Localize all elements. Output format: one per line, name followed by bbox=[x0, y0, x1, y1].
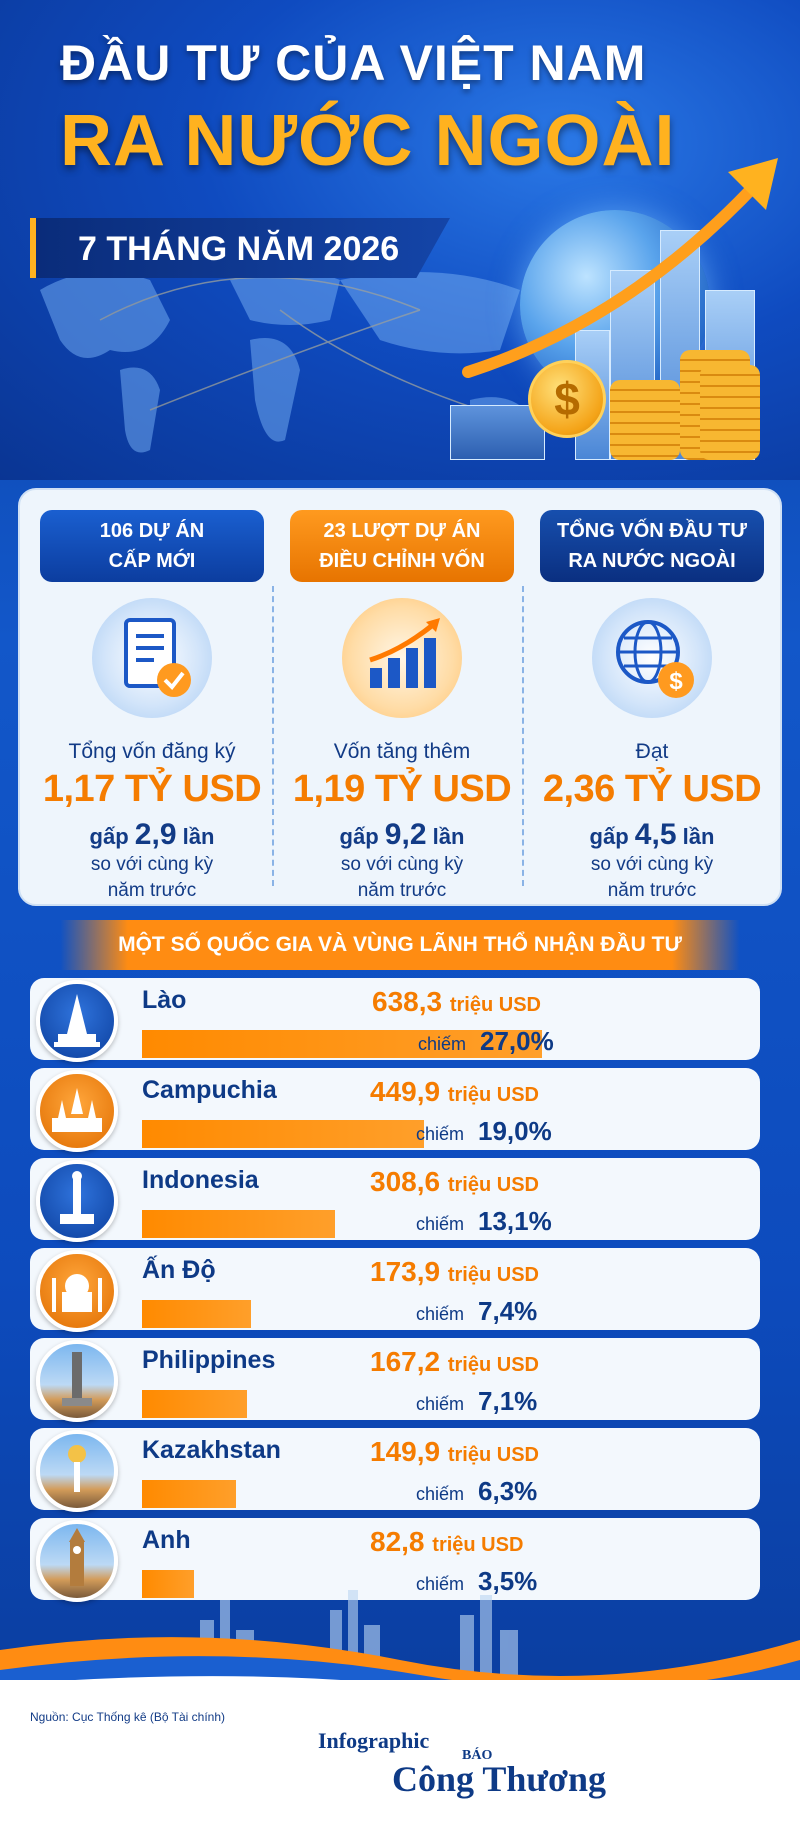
coin-stack-icon bbox=[700, 365, 760, 460]
period-label: 7 THÁNG NĂM 2026 bbox=[78, 230, 400, 268]
summary-multiplier: gấp 4,5 lần bbox=[589, 818, 715, 851]
source-note: Nguồn: Cục Thống kê (Bộ Tài chính) bbox=[30, 1710, 225, 1724]
investment-bar bbox=[142, 1390, 247, 1418]
summary-total-investment: TỔNG VỐN ĐẦU TƯ RA NƯỚC NGOÀI $ Đạt 2,36… bbox=[532, 502, 772, 901]
investment-bar bbox=[142, 1570, 194, 1598]
investment-share: chiếm 3,5% bbox=[416, 1566, 538, 1596]
country-row: Kazakhstan 149,9 triệu USD chiếm 6,3% bbox=[30, 1428, 760, 1512]
country-row: Philippines 167,2 triệu USD chiếm 7,1% bbox=[30, 1338, 760, 1422]
footer bbox=[0, 1680, 800, 1824]
investment-bar bbox=[142, 1300, 251, 1328]
summary-new-projects: 106 DỰ ÁN CẤP MỚI Tổng vốn đăng ký 1,17 … bbox=[32, 502, 272, 901]
investment-amount: 82,8 triệu USD bbox=[370, 1526, 524, 1557]
country-name: Kazakhstan bbox=[142, 1436, 281, 1464]
country-row: Indonesia 308,6 triệu USD chiếm 13,1% bbox=[30, 1158, 760, 1242]
title-line-2: RA NƯỚC NGOÀI bbox=[60, 101, 676, 181]
summary-panel: 106 DỰ ÁN CẤP MỚI Tổng vốn đăng ký 1,17 … bbox=[18, 488, 782, 906]
summary-pill: TỔNG VỐN ĐẦU TƯ RA NƯỚC NGOÀI bbox=[540, 510, 764, 582]
investment-amount: 308,6 triệu USD bbox=[370, 1166, 539, 1197]
summary-compare: so với cùng kỳ năm trước bbox=[90, 854, 214, 901]
summary-pill: 106 DỰ ÁN CẤP MỚI bbox=[40, 510, 264, 582]
investment-amount: 173,9 triệu USD bbox=[370, 1256, 539, 1287]
investment-amount: 638,3 triệu USD bbox=[372, 986, 541, 1017]
investment-bar bbox=[142, 1480, 236, 1508]
summary-value: 2,36 TỶ USD bbox=[542, 768, 762, 810]
investment-share: chiếm 7,1% bbox=[416, 1386, 538, 1416]
dollar-coin-icon: $ bbox=[528, 360, 606, 438]
country-name: Lào bbox=[142, 986, 187, 1014]
investment-bar bbox=[142, 1120, 424, 1148]
summary-value: 1,17 TỶ USD bbox=[42, 768, 262, 810]
country-name: Ấn Độ bbox=[142, 1256, 216, 1284]
country-name: Indonesia bbox=[142, 1166, 259, 1194]
country-row: Anh 82,8 triệu USD chiếm 3,5% bbox=[30, 1518, 760, 1602]
infographic-label: Infographic bbox=[318, 1728, 430, 1753]
summary-label: Đạt bbox=[635, 740, 669, 763]
divider bbox=[272, 586, 274, 886]
investment-share: chiếm 7,4% bbox=[416, 1296, 538, 1326]
shipping-container-icon bbox=[450, 405, 545, 460]
investment-bar bbox=[142, 1210, 335, 1238]
summary-pill: 23 LƯỢT DỰ ÁN ĐIỀU CHỈNH VỐN bbox=[290, 510, 514, 582]
globe-dollar-icon: $ bbox=[592, 598, 712, 718]
title-line-1: ĐẦU TƯ CỦA VIỆT NAM bbox=[60, 35, 647, 91]
country-row: Campuchia 449,9 triệu USD chiếm 19,0% bbox=[30, 1068, 760, 1152]
summary-label: Vốn tăng thêm bbox=[333, 740, 471, 763]
svg-text:$: $ bbox=[669, 668, 683, 695]
big-ben-icon bbox=[36, 1520, 118, 1602]
rizal-monument-icon bbox=[36, 1340, 118, 1422]
summary-label: Tổng vốn đăng ký bbox=[68, 740, 236, 763]
investment-amount: 449,9 triệu USD bbox=[370, 1076, 539, 1107]
summary-multiplier: gấp 9,2 lần bbox=[339, 818, 465, 851]
investment-bar bbox=[142, 1030, 542, 1058]
that-luang-stupa-icon bbox=[36, 980, 118, 1062]
growth-chart-icon bbox=[342, 598, 462, 718]
investment-share: chiếm 6,3% bbox=[416, 1476, 538, 1506]
country-name: Campuchia bbox=[142, 1076, 277, 1104]
section-title: MỘT SỐ QUỐC GIA VÀ VÙNG LÃNH THỔ NHẬN ĐẦ… bbox=[60, 920, 740, 970]
coin-stack-icon bbox=[610, 380, 680, 460]
summary-multiplier: gấp 2,9 lần bbox=[89, 818, 215, 851]
summary-compare: so với cùng kỳ năm trước bbox=[590, 854, 714, 901]
country-name: Philippines bbox=[142, 1346, 276, 1374]
period-ribbon: 7 THÁNG NĂM 2026 bbox=[30, 218, 450, 278]
taj-mahal-icon bbox=[36, 1250, 118, 1332]
baiterek-tower-icon bbox=[36, 1430, 118, 1512]
divider bbox=[522, 586, 524, 886]
summary-adjusted-projects: 23 LƯỢT DỰ ÁN ĐIỀU CHỈNH VỐN Vốn tăng th… bbox=[282, 502, 522, 901]
country-row: Ấn Độ 173,9 triệu USD chiếm 7,4% bbox=[30, 1248, 760, 1332]
investment-share: chiếm 27,0% bbox=[418, 1026, 554, 1056]
angkor-wat-icon bbox=[36, 1070, 118, 1152]
country-row: Lào 638,3 triệu USD chiếm 27,0% bbox=[30, 978, 760, 1062]
summary-compare: so với cùng kỳ năm trước bbox=[340, 854, 464, 901]
header-banner: ĐẦU TƯ CỦA VIỆT NAM RA NƯỚC NGOÀI 7 THÁN… bbox=[0, 0, 800, 480]
investment-share: chiếm 13,1% bbox=[416, 1206, 552, 1236]
document-check-icon bbox=[92, 598, 212, 718]
investment-amount: 149,9 triệu USD bbox=[370, 1436, 539, 1467]
growth-arrow-icon bbox=[462, 158, 778, 378]
world-map-illustration bbox=[40, 270, 530, 453]
monas-monument-icon bbox=[36, 1160, 118, 1242]
investment-amount: 167,2 triệu USD bbox=[370, 1346, 539, 1377]
summary-value: 1,19 TỶ USD bbox=[292, 768, 512, 810]
country-name: Anh bbox=[142, 1526, 191, 1554]
investment-share: chiếm 19,0% bbox=[416, 1116, 552, 1146]
